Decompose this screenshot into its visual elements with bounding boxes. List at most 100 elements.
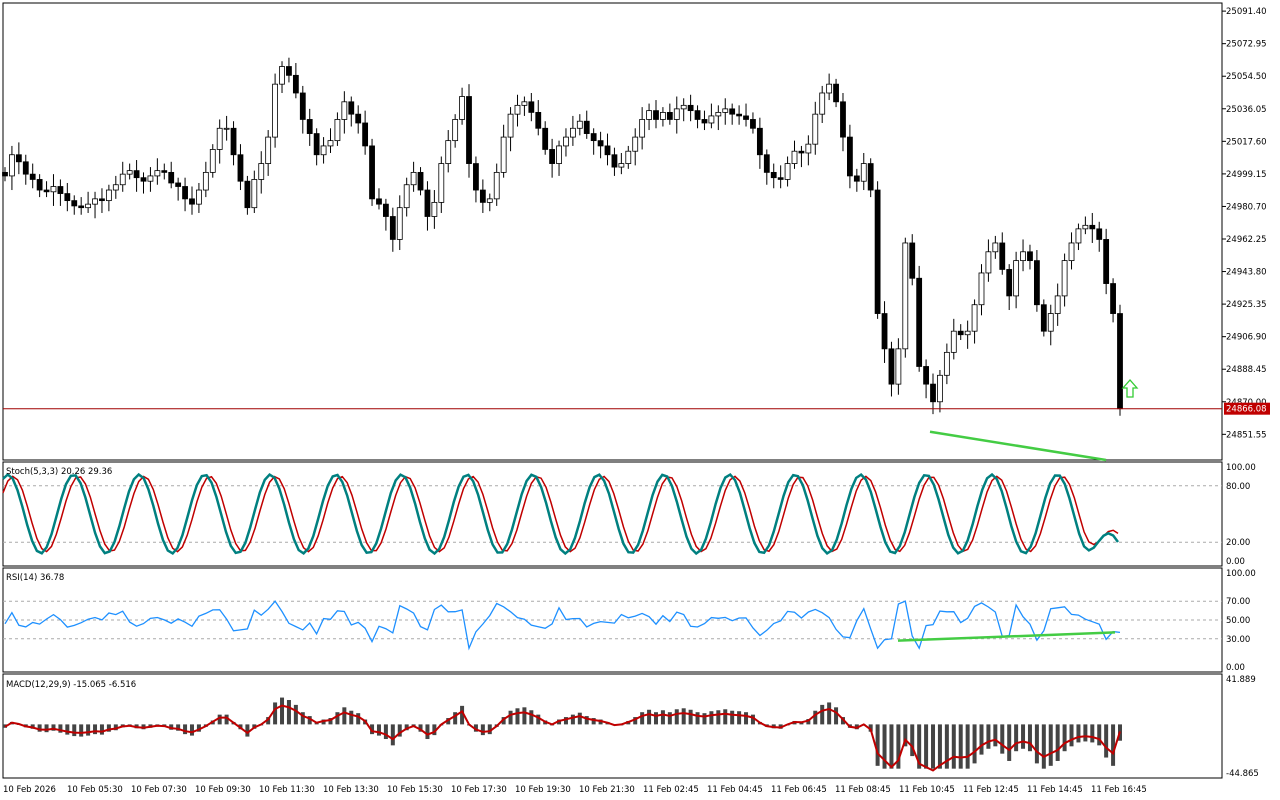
- candle: [459, 87, 465, 125]
- price-tick-label: 24888.45: [1226, 365, 1267, 375]
- candle: [1103, 228, 1110, 295]
- candle: [1068, 232, 1075, 270]
- macd-bar: [577, 712, 582, 725]
- price-tick-label: 24962.25: [1226, 235, 1267, 245]
- bull-candle: [493, 171, 500, 200]
- bear-candle: [133, 170, 140, 179]
- macd-bar: [563, 717, 568, 725]
- bear-candle: [666, 111, 673, 120]
- bull-candle: [85, 203, 92, 209]
- macd-bar: [917, 724, 922, 769]
- bear-candle: [604, 145, 611, 156]
- macd-bar: [924, 724, 929, 769]
- candle: [964, 320, 971, 349]
- candle: [71, 195, 78, 215]
- bear-candle: [1096, 228, 1103, 240]
- bear-candle: [840, 101, 846, 138]
- bull-candle: [971, 304, 978, 332]
- bear-candle: [750, 119, 756, 129]
- bear-candle: [286, 66, 292, 76]
- macd-signal-line: [4, 704, 1121, 772]
- bear-candle: [611, 154, 618, 168]
- macd-bar: [979, 724, 984, 755]
- time-tick-label: 10 Feb 17:30: [451, 785, 507, 795]
- macd-bar: [937, 724, 942, 769]
- candle: [999, 232, 1006, 275]
- price-divergence-line: [929, 430, 1107, 462]
- candle: [680, 98, 687, 122]
- price-candles: [2, 57, 1222, 462]
- candle: [1006, 264, 1013, 311]
- candle: [971, 299, 978, 344]
- candle: [625, 145, 632, 169]
- candle: [43, 181, 50, 198]
- candle: [542, 121, 549, 155]
- bull-candle: [334, 119, 341, 142]
- candle: [410, 161, 417, 192]
- candle: [763, 149, 770, 185]
- bear-candle: [729, 108, 736, 115]
- bull-candle: [251, 179, 258, 209]
- candle: [189, 186, 195, 215]
- candle: [57, 179, 64, 206]
- bull-candle: [1082, 224, 1089, 230]
- time-tick-label: 11 Feb 16:45: [1091, 785, 1147, 795]
- candle: [1013, 251, 1020, 309]
- bear-candle: [230, 127, 237, 156]
- candle: [286, 57, 292, 83]
- candle: [1110, 278, 1116, 323]
- macd-bar: [896, 724, 901, 769]
- bear-candle: [424, 189, 431, 217]
- macd-bar: [737, 711, 742, 725]
- bear-candle: [1040, 304, 1047, 332]
- bear-candle: [369, 145, 375, 200]
- macd-bar: [1062, 724, 1067, 752]
- macd-bar: [1048, 724, 1053, 766]
- time-axis: 10 Feb 2026 10 Feb 05:30 10 Feb 07:30 10 Fe…: [3, 785, 1147, 795]
- candle: [874, 181, 881, 319]
- bear-candle: [1117, 313, 1123, 410]
- candle: [431, 190, 438, 229]
- candle: [632, 128, 639, 166]
- bull-candle: [223, 127, 230, 130]
- bull-candle: [272, 83, 278, 138]
- macd-bar: [196, 724, 201, 732]
- candle: [272, 73, 278, 148]
- bull-candle: [92, 198, 98, 205]
- candle: [950, 318, 957, 360]
- stoch-main-line: [2, 472, 1120, 556]
- macd-bar: [217, 714, 222, 725]
- candle: [244, 175, 251, 215]
- macd-bar: [93, 724, 98, 735]
- candle: [22, 154, 29, 185]
- macd-bar: [51, 724, 56, 731]
- candle: [417, 167, 424, 196]
- candle: [694, 105, 701, 129]
- bull-candle: [639, 119, 646, 138]
- bull-candle: [396, 207, 403, 240]
- macd-bar: [113, 724, 118, 731]
- candle: [1061, 253, 1068, 307]
- bull-candle: [1054, 295, 1061, 314]
- candle: [521, 96, 528, 116]
- bear-candle: [957, 330, 964, 336]
- bear-candle: [299, 92, 306, 120]
- macd-bar: [584, 716, 589, 725]
- bear-candle: [853, 175, 860, 182]
- candle: [209, 144, 216, 178]
- candle: [750, 112, 756, 134]
- candle: [320, 137, 327, 164]
- time-tick-label: 10 Feb 07:30: [131, 785, 187, 795]
- macd-bar: [834, 707, 839, 725]
- candle: [424, 181, 431, 231]
- candle: [722, 98, 729, 125]
- macd-panel: 41.889 -44.865: [3, 675, 1259, 779]
- macd-bar: [827, 702, 832, 725]
- stoch-scale-label: 0.00: [1226, 557, 1245, 567]
- candle: [895, 338, 902, 395]
- time-tick-label: 11 Feb 04:45: [707, 785, 763, 795]
- macd-bar: [293, 704, 298, 725]
- candle: [604, 133, 611, 166]
- bull-candle: [812, 113, 819, 145]
